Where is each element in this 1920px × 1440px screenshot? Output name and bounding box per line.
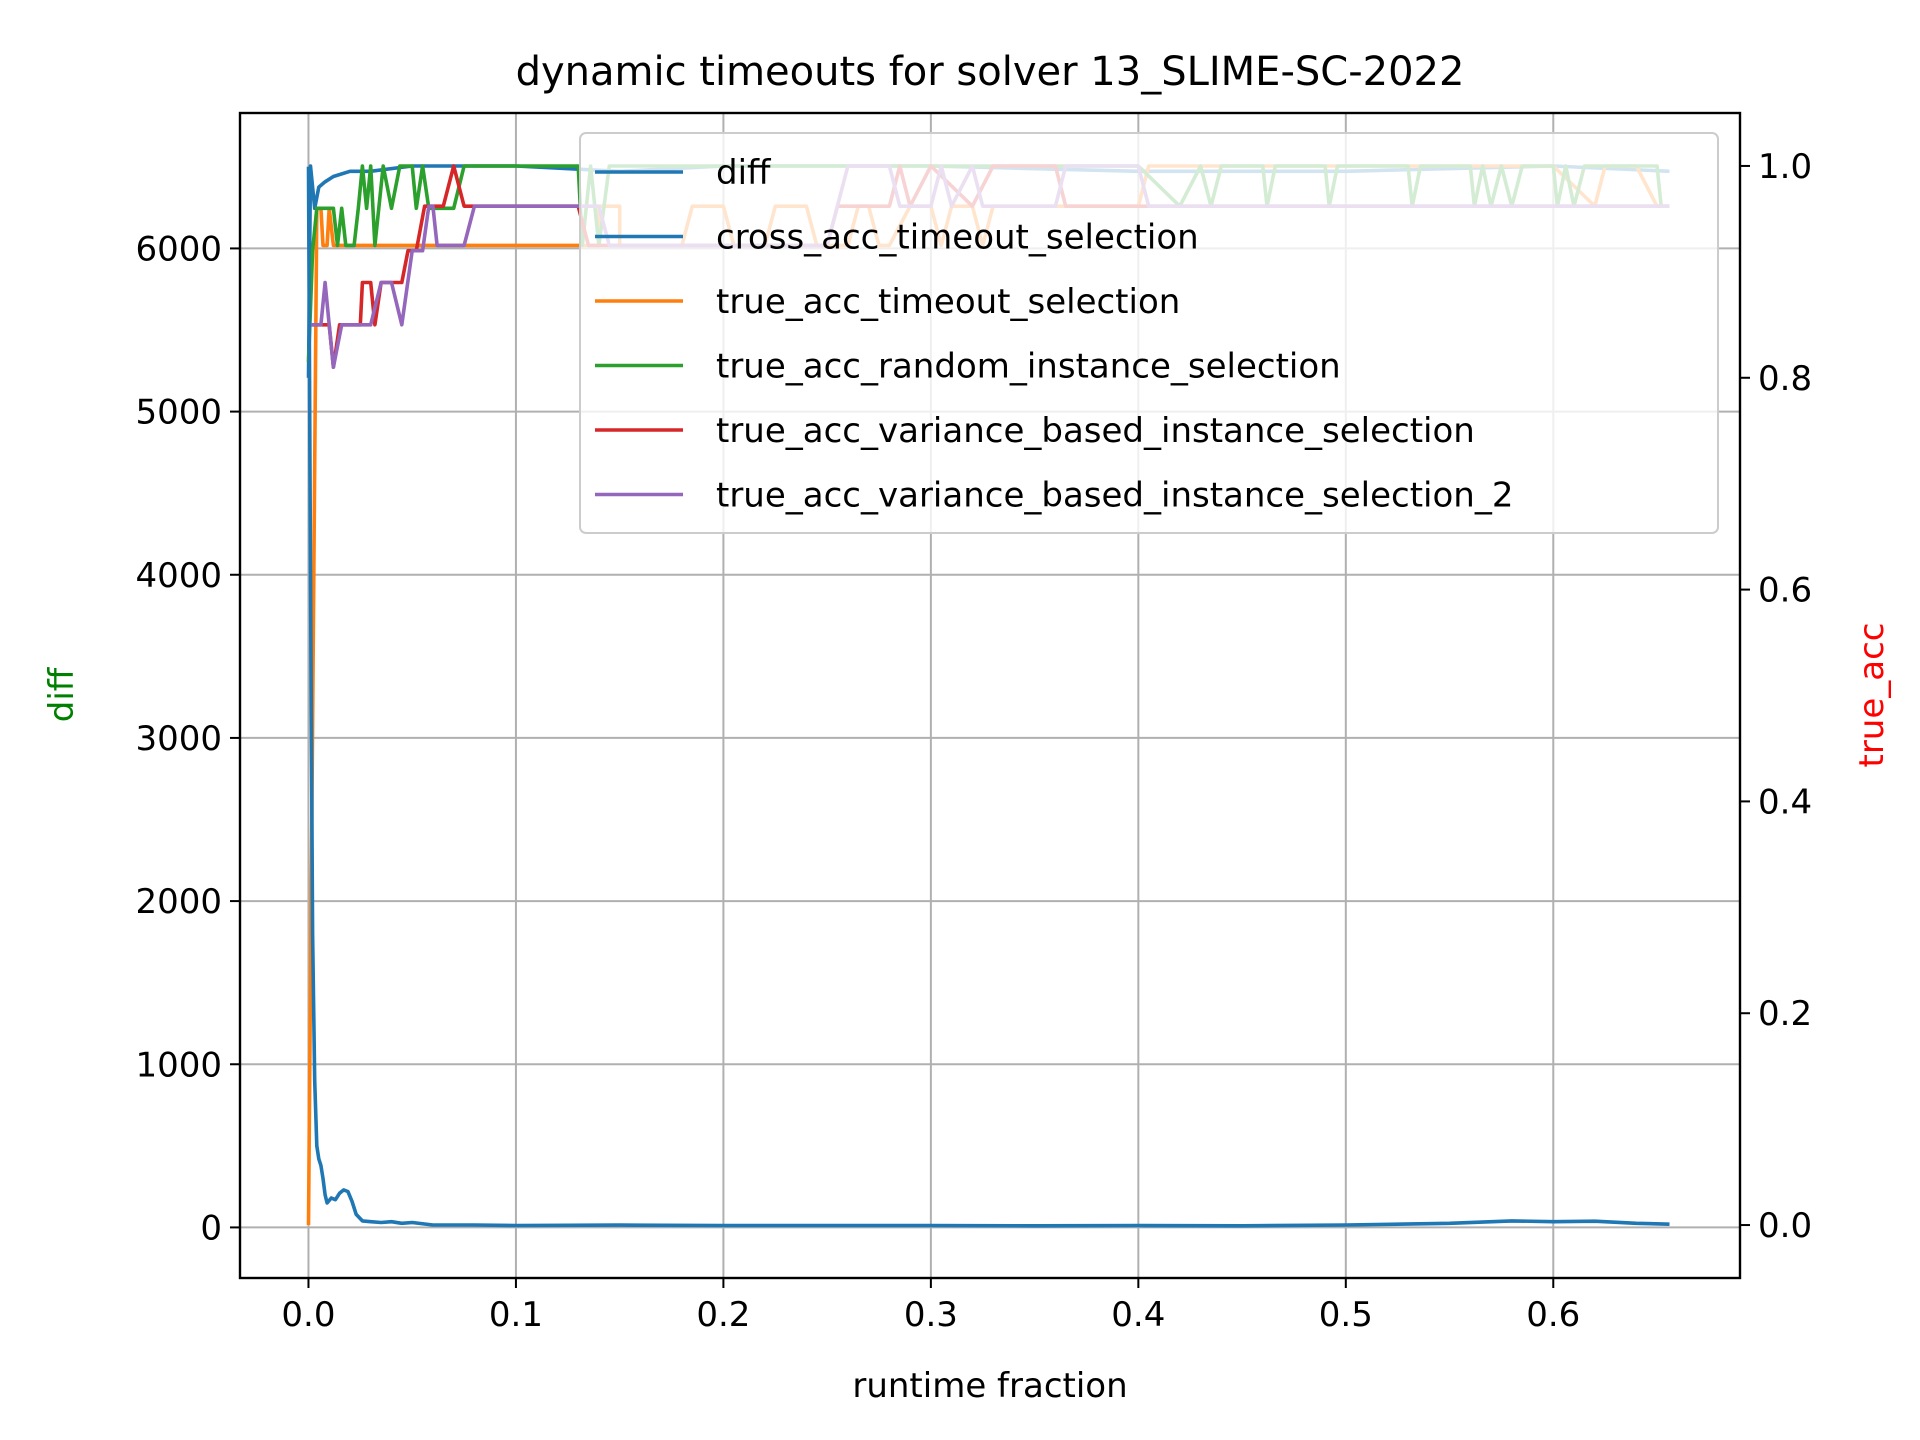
series-line-diff xyxy=(306,166,1670,1228)
legend-box xyxy=(579,132,1719,534)
x-axis-ticks: 0.0 0.1 0.2 0.3 0.4 0.5 0.6 xyxy=(281,1278,1580,1335)
left-tick-label: 1000 xyxy=(135,1045,222,1085)
right-tick-label: 0.0 xyxy=(1758,1206,1812,1246)
right-tick-label: 0.2 xyxy=(1758,994,1812,1034)
legend-label: true_acc_timeout_selection xyxy=(716,282,1180,322)
left-axis-label: diff xyxy=(42,666,82,722)
left-tick-label: 4000 xyxy=(135,556,222,596)
x-tick-label: 0.5 xyxy=(1319,1295,1373,1335)
right-axis-ticks: 0.0 0.2 0.4 0.6 0.8 1.0 xyxy=(1740,147,1812,1246)
left-tick-label: 5000 xyxy=(135,393,222,433)
x-tick-label: 0.2 xyxy=(696,1295,750,1335)
right-axis-label: true_acc xyxy=(1852,623,1892,768)
right-tick-label: 0.6 xyxy=(1758,571,1812,611)
x-tick-label: 0.4 xyxy=(1111,1295,1165,1335)
chart-title: dynamic timeouts for solver 13_SLIME-SC-… xyxy=(516,49,1465,95)
left-tick-label: 0 xyxy=(200,1208,222,1248)
legend-label: diff xyxy=(716,153,772,193)
right-tick-label: 0.8 xyxy=(1758,359,1812,399)
x-tick-label: 0.1 xyxy=(489,1295,543,1335)
x-tick-label: 0.3 xyxy=(904,1295,958,1335)
right-tick-label: 0.4 xyxy=(1758,782,1812,822)
x-tick-label: 0.6 xyxy=(1526,1295,1580,1335)
legend-label: cross_acc_timeout_selection xyxy=(716,218,1199,258)
left-axis-ticks: 0 1000 2000 3000 4000 5000 6000 xyxy=(135,229,240,1248)
plot-area-frame xyxy=(238,111,1742,1280)
left-tick-label: 2000 xyxy=(135,882,222,922)
legend-entries: diff cross_acc_timeout_selection true_acc_… xyxy=(595,153,1514,516)
right-tick-label: 1.0 xyxy=(1758,147,1812,187)
x-tick-label: 0.0 xyxy=(281,1295,335,1335)
legend-label: true_acc_variance_based_instance_selecti… xyxy=(716,411,1475,451)
left-tick-label: 3000 xyxy=(135,719,222,759)
legend: diff cross_acc_timeout_selection true_acc_… xyxy=(579,132,1719,534)
legend-label: true_acc_variance_based_instance_selecti… xyxy=(716,476,1514,516)
left-tick-label: 6000 xyxy=(135,229,222,269)
legend-label: true_acc_random_instance_selection xyxy=(716,347,1341,387)
x-axis-label: runtime fraction xyxy=(852,1366,1127,1406)
